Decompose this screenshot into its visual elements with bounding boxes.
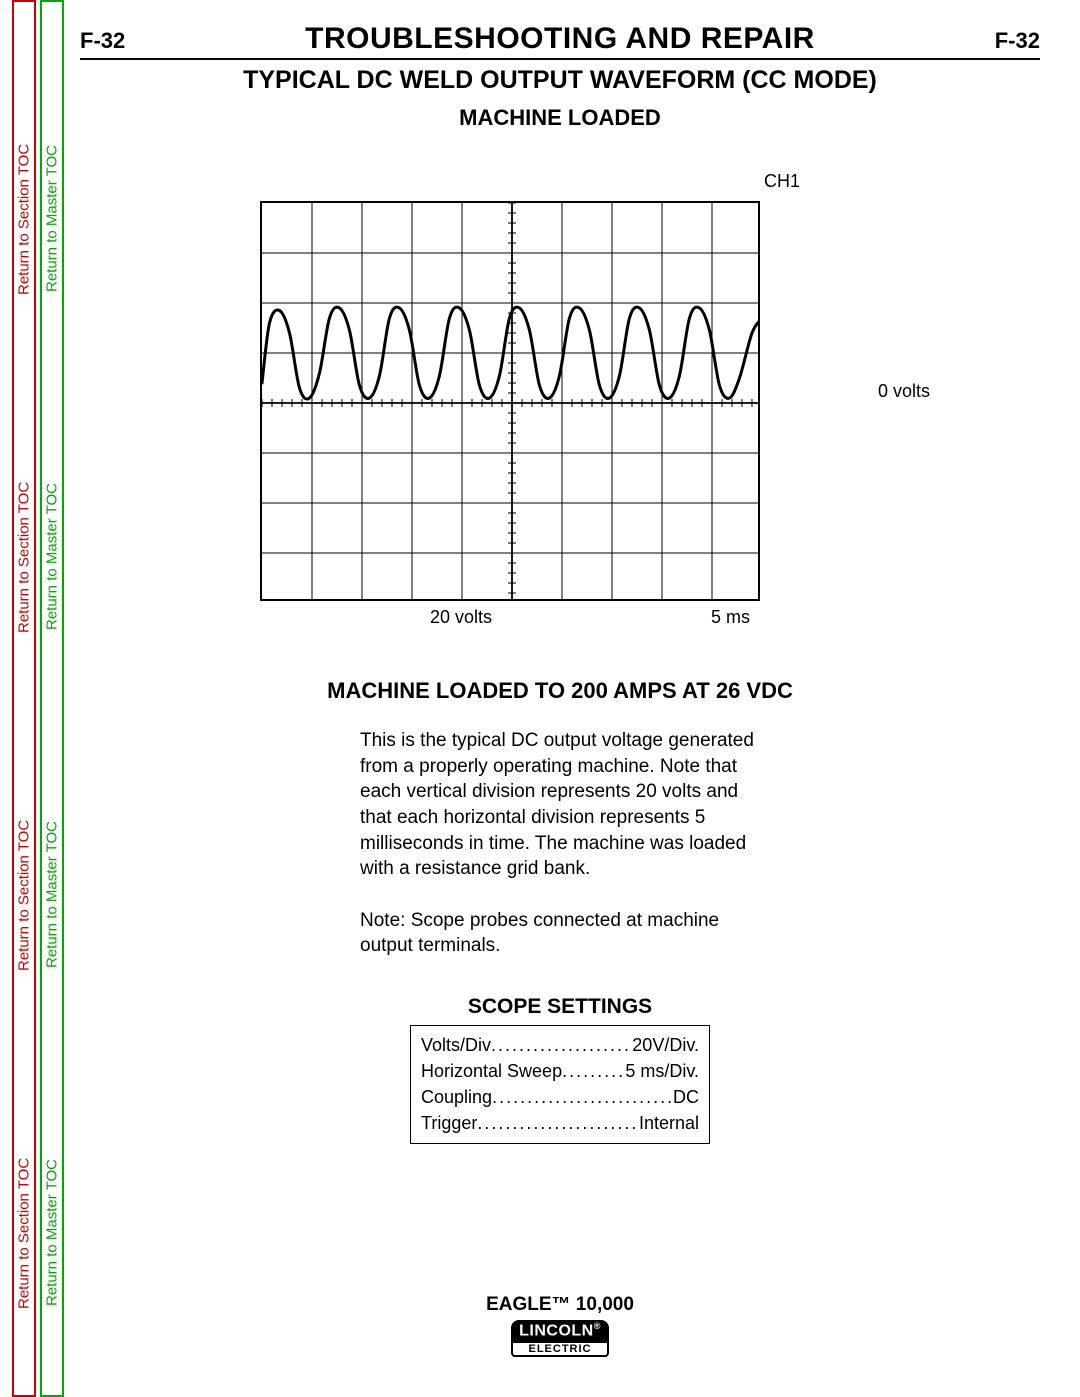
section-toc-strip: Return to Section TOC Return to Section … [12, 0, 36, 1397]
setting-label: Volts/Div [421, 1032, 491, 1058]
page-number-left: F-32 [80, 28, 125, 54]
note-text: Note: Scope probes connected at machine … [360, 908, 760, 959]
setting-label: Trigger [421, 1110, 477, 1136]
zero-volts-label: 0 volts [878, 381, 930, 402]
return-master-toc-link[interactable]: Return to Master TOC [42, 750, 62, 1040]
oscilloscope-grid [260, 201, 760, 601]
scope-settings-box: Volts/Div 20V/Div. Horizontal Sweep 5 ms/Di… [410, 1025, 710, 1143]
sub-title: TYPICAL DC WELD OUTPUT WAVEFORM (CC MODE… [80, 66, 1040, 95]
time-per-div-label: 5 ms [711, 607, 750, 628]
leader-dots [492, 1084, 673, 1110]
description-text: This is the typical DC output voltage ge… [360, 728, 760, 882]
return-section-toc-link[interactable]: Return to Section TOC [14, 412, 34, 702]
page-number-right: F-32 [995, 28, 1040, 54]
setting-value: DC [673, 1084, 699, 1110]
setting-value: Internal [639, 1110, 699, 1136]
footer-model: EAGLE™ 10,000 [80, 1294, 1040, 1316]
page-header: F-32 TROUBLESHOOTING AND REPAIR F-32 [80, 22, 1040, 60]
page-footer: EAGLE™ 10,000 LINCOLN® ELECTRIC [80, 1294, 1040, 1357]
channel-label: CH1 [764, 171, 800, 192]
axis-labels: 20 volts 5 ms [310, 607, 810, 628]
setting-row: Horizontal Sweep 5 ms/Div. [421, 1058, 699, 1084]
loaded-condition-title: MACHINE LOADED TO 200 AMPS AT 26 VDC [80, 678, 1040, 704]
setting-value: 5 ms/Div. [625, 1058, 699, 1084]
leader-dots [562, 1058, 625, 1084]
main-title: TROUBLESHOOTING AND REPAIR [305, 22, 815, 56]
setting-row: Volts/Div 20V/Div. [421, 1032, 699, 1058]
logo-bottom-text: ELECTRIC [511, 1341, 609, 1357]
page-content: F-32 TROUBLESHOOTING AND REPAIR F-32 TYP… [80, 22, 1040, 1377]
leader-dots [477, 1110, 639, 1136]
return-section-toc-link[interactable]: Return to Section TOC [14, 74, 34, 364]
master-toc-strip: Return to Master TOC Return to Master TO… [40, 0, 64, 1397]
machine-loaded-label: MACHINE LOADED [80, 105, 1040, 131]
scope-settings-title: SCOPE SETTINGS [80, 995, 1040, 1019]
return-master-toc-link[interactable]: Return to Master TOC [42, 1088, 62, 1378]
setting-label: Coupling [421, 1084, 492, 1110]
logo-top-text: LINCOLN® [511, 1320, 609, 1341]
return-master-toc-link[interactable]: Return to Master TOC [42, 412, 62, 702]
volts-per-div-label: 20 volts [430, 607, 492, 628]
setting-label: Horizontal Sweep [421, 1058, 562, 1084]
setting-row: Trigger Internal [421, 1110, 699, 1136]
setting-row: Coupling DC [421, 1084, 699, 1110]
return-section-toc-link[interactable]: Return to Section TOC [14, 750, 34, 1040]
lincoln-electric-logo: LINCOLN® ELECTRIC [511, 1320, 609, 1357]
leader-dots [491, 1032, 632, 1058]
return-section-toc-link[interactable]: Return to Section TOC [14, 1088, 34, 1378]
oscilloscope-figure: CH1 0 volts 20 volts 5 ms [260, 201, 860, 628]
return-master-toc-link[interactable]: Return to Master TOC [42, 74, 62, 364]
setting-value: 20V/Div. [632, 1032, 699, 1058]
